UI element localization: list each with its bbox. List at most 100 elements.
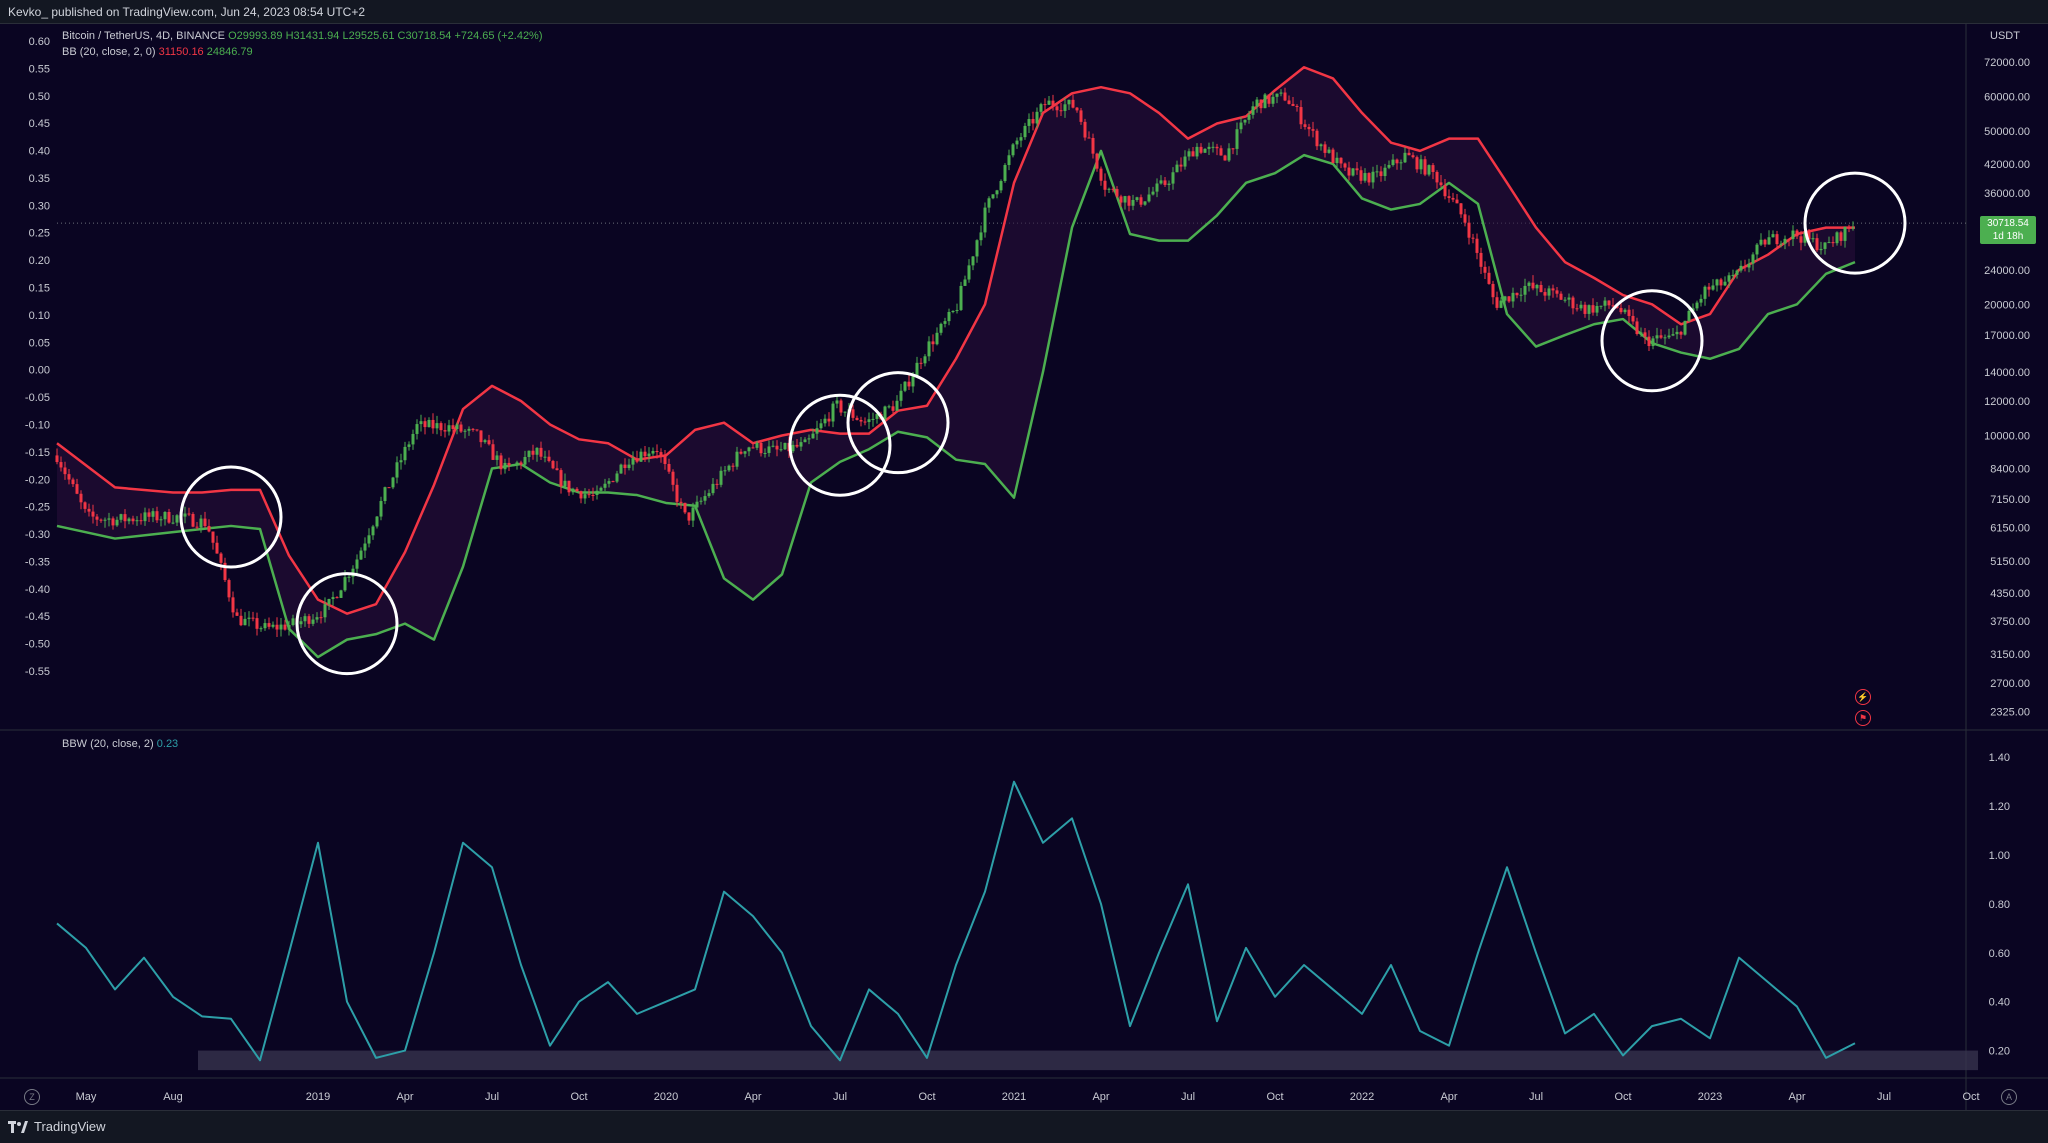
candle-body bbox=[1175, 164, 1179, 173]
flag-icon[interactable]: ⚑ bbox=[1855, 710, 1871, 726]
candle-body bbox=[1711, 285, 1715, 290]
candle-body bbox=[1255, 99, 1259, 107]
candle-body bbox=[1159, 180, 1163, 184]
candle-body bbox=[1799, 236, 1803, 243]
candle-body bbox=[1383, 167, 1387, 177]
candle-body bbox=[1619, 307, 1623, 313]
candle-body bbox=[683, 502, 687, 513]
candle-body bbox=[191, 513, 195, 527]
candle-body bbox=[1207, 146, 1211, 149]
squeeze-circle bbox=[1600, 289, 1704, 393]
time-tick-label: Apr bbox=[396, 1091, 413, 1103]
candle-body bbox=[87, 508, 91, 512]
candle-body bbox=[155, 511, 159, 521]
candle-body bbox=[1535, 284, 1539, 289]
candle-body bbox=[1595, 305, 1599, 313]
candle-body bbox=[1847, 227, 1851, 229]
candle-body bbox=[1467, 222, 1471, 238]
candle-body bbox=[307, 616, 311, 624]
candle-body bbox=[1759, 239, 1763, 245]
candle-body bbox=[815, 428, 819, 434]
candle-body bbox=[915, 362, 919, 376]
candle-body bbox=[335, 597, 339, 599]
candle-body bbox=[287, 624, 291, 630]
candle-body bbox=[871, 418, 875, 420]
candle-body bbox=[1475, 238, 1479, 253]
candle-body bbox=[935, 332, 939, 345]
candle-body bbox=[1435, 171, 1439, 183]
candle-body bbox=[599, 487, 603, 491]
candle-body bbox=[1007, 155, 1011, 166]
candle-body bbox=[1607, 300, 1611, 306]
candle-body bbox=[591, 494, 595, 496]
candle-body bbox=[971, 256, 975, 266]
squeeze-circle bbox=[846, 371, 950, 475]
candle-body bbox=[1267, 94, 1271, 104]
candle-body bbox=[807, 438, 811, 440]
left-tick-label: 0.60 bbox=[29, 36, 50, 48]
candle-body bbox=[1251, 106, 1255, 115]
candle-body bbox=[803, 439, 807, 443]
candle-body bbox=[419, 421, 423, 425]
lightning-icon[interactable]: ⚡ bbox=[1855, 689, 1871, 705]
candle-body bbox=[1835, 232, 1839, 244]
chart-canvas[interactable]: 72000.00 60000.00 50000.00 42000.00 36000.00… bbox=[0, 0, 2048, 1110]
time-tick-label: Apr bbox=[1788, 1091, 1805, 1103]
candle-body bbox=[291, 618, 295, 625]
candle-body bbox=[1107, 188, 1111, 190]
candle-body bbox=[75, 484, 79, 494]
candle-body bbox=[215, 542, 219, 554]
tradingview-brand[interactable]: TradingView bbox=[8, 1119, 106, 1134]
price-tick-label: 3150.00 bbox=[1990, 649, 2030, 661]
candle-body bbox=[999, 181, 1003, 191]
candle-body bbox=[1579, 304, 1583, 309]
candle-body bbox=[679, 501, 683, 503]
candle-body bbox=[275, 624, 279, 630]
left-tick-label: 0.35 bbox=[29, 173, 50, 185]
candle-body bbox=[1755, 244, 1759, 255]
auto-scale-icon[interactable]: A bbox=[2001, 1089, 2017, 1105]
bb-lower-value: 24846.79 bbox=[206, 46, 253, 58]
candle-body bbox=[507, 462, 511, 466]
candle-body bbox=[1399, 162, 1403, 164]
candle-body bbox=[187, 513, 191, 515]
candle-body bbox=[1787, 238, 1791, 240]
candle-body bbox=[851, 409, 855, 418]
candle-body bbox=[623, 464, 627, 469]
candle-body bbox=[379, 501, 383, 517]
candle-body bbox=[1651, 338, 1655, 347]
candle-body bbox=[719, 470, 723, 485]
candle-body bbox=[1031, 119, 1035, 124]
candle-body bbox=[1623, 309, 1627, 313]
candle-body bbox=[579, 491, 583, 499]
candle-body bbox=[1231, 148, 1235, 150]
candle-body bbox=[919, 362, 923, 364]
candle-body bbox=[1495, 297, 1499, 308]
candle-body bbox=[1659, 335, 1663, 338]
candle-body bbox=[255, 618, 259, 629]
candle-body bbox=[799, 442, 803, 447]
candle-body bbox=[1331, 149, 1335, 164]
candle-body bbox=[923, 356, 927, 364]
candle-body bbox=[1039, 104, 1043, 112]
left-tick-label: -0.25 bbox=[25, 502, 50, 514]
candle-body bbox=[1323, 144, 1327, 153]
candle-body bbox=[1119, 196, 1123, 203]
timezone-icon[interactable]: Z bbox=[24, 1089, 40, 1105]
candle-body bbox=[1191, 151, 1195, 157]
candle-body bbox=[1471, 237, 1475, 239]
time-tick-label: 2019 bbox=[306, 1091, 330, 1103]
candle-body bbox=[147, 512, 151, 517]
time-tick-label: Jul bbox=[1181, 1091, 1195, 1103]
candle-body bbox=[859, 419, 863, 422]
candle-body bbox=[943, 321, 947, 324]
price-tick-label: 14000.00 bbox=[1984, 367, 2030, 379]
left-tick-label: -0.50 bbox=[25, 639, 50, 651]
bbw-tick-label: 1.40 bbox=[1989, 752, 2010, 764]
candle-body bbox=[1735, 270, 1739, 275]
candle-body bbox=[1683, 320, 1687, 335]
bb-legend: BB (20, close, 2, 0) 31150.16 24846.79 bbox=[62, 46, 253, 58]
candle-body bbox=[635, 458, 639, 462]
candle-body bbox=[1027, 119, 1031, 126]
time-tick-label: Apr bbox=[1092, 1091, 1109, 1103]
